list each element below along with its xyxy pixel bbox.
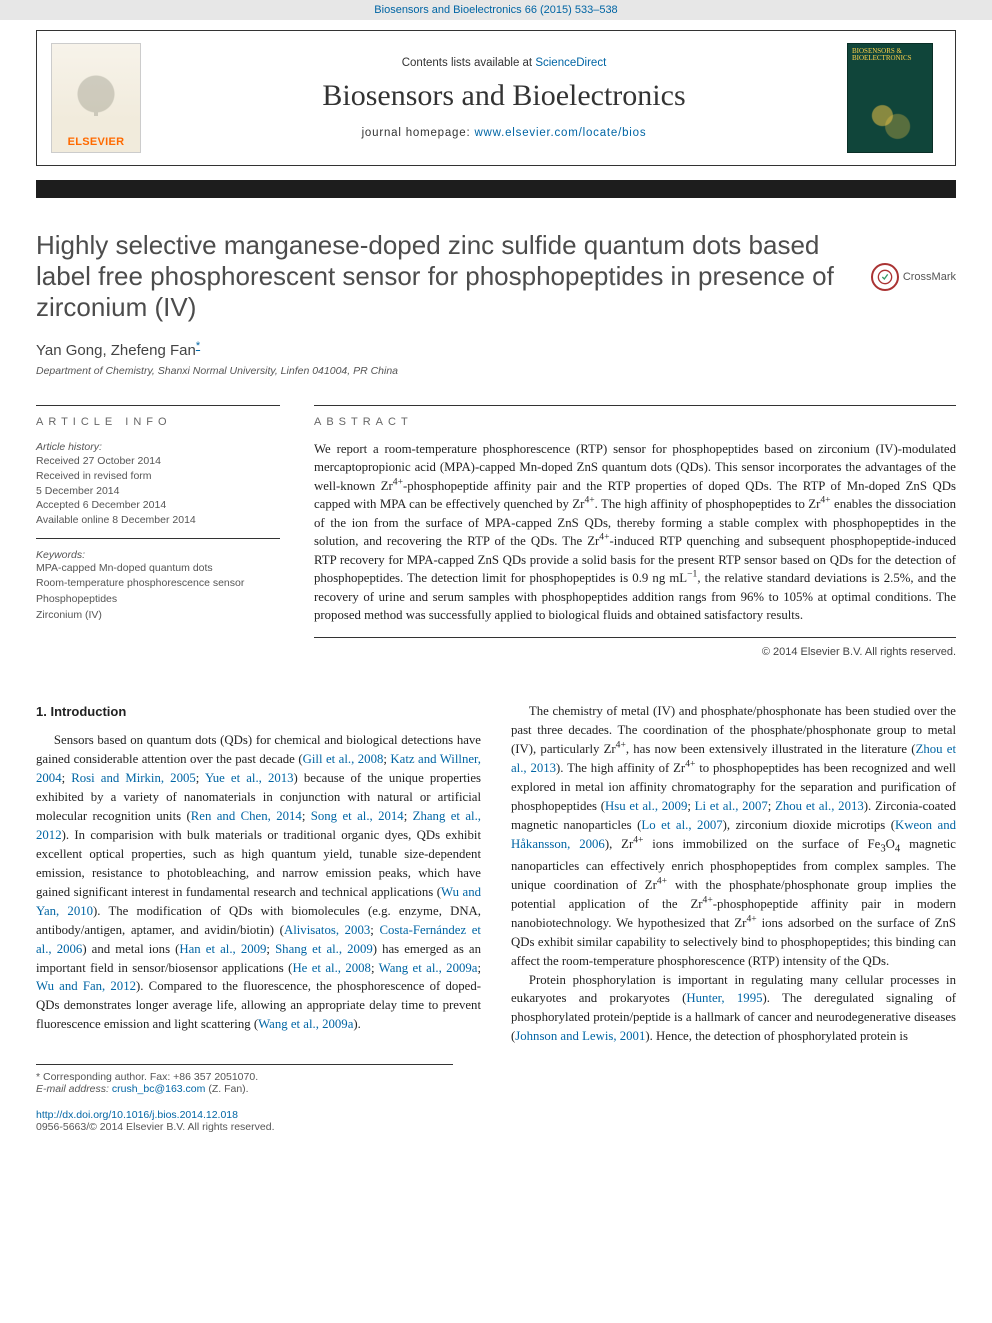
doi-link[interactable]: http://dx.doi.org/10.1016/j.bios.2014.12… <box>36 1109 238 1121</box>
crossmark-badge[interactable]: CrossMark <box>871 230 956 324</box>
citation-link[interactable]: Han et al., 2009 <box>179 942 266 956</box>
citation-link[interactable]: Hsu et al., 2009 <box>605 799 687 813</box>
citation-link[interactable]: He et al., 2008 <box>292 961 371 975</box>
citation-link[interactable]: Hunter, 1995 <box>686 991 762 1005</box>
issn-copyright: 0956-5663/© 2014 Elsevier B.V. All right… <box>36 1121 956 1133</box>
keyword: MPA-capped Mn-doped quantum dots <box>36 561 280 577</box>
body-two-column: 1. Introduction Sensors based on quantum… <box>36 702 956 1046</box>
article-info-column: ARTICLE INFO Article history: Received 2… <box>36 405 280 658</box>
meta-abstract-row: ARTICLE INFO Article history: Received 2… <box>36 405 956 658</box>
elsevier-wordmark: ELSEVIER <box>68 136 125 148</box>
history-line: 5 December 2014 <box>36 484 280 499</box>
journal-homepage-link[interactable]: www.elsevier.com/locate/bios <box>474 127 646 139</box>
citation-link[interactable]: Wang et al., 2009a <box>379 961 478 975</box>
journal-cover-thumbnail: BIOSENSORS & BIOELECTRONICS <box>847 43 933 153</box>
contents-lists-line: Contents lists available at ScienceDirec… <box>173 57 835 69</box>
history-label: Article history: <box>36 440 280 455</box>
citation-link[interactable]: Rosi and Mirkin, 2005 <box>71 771 196 785</box>
citation-link[interactable]: Alivisatos, 2003 <box>284 923 370 937</box>
keyword: Phosphopeptides <box>36 592 280 608</box>
masthead-center: Contents lists available at ScienceDirec… <box>173 57 835 139</box>
abstract-body: We report a room-temperature phosphoresc… <box>314 442 956 623</box>
journal-name: Biosensors and Bioelectronics <box>173 79 835 113</box>
body-paragraph: Protein phosphorylation is important in … <box>511 971 956 1047</box>
email-link[interactable]: crush_bc@163.com <box>112 1083 206 1095</box>
crossmark-icon <box>871 263 899 291</box>
citation-link[interactable]: Johnson and Lewis, 2001 <box>515 1029 645 1043</box>
article-info-heading: ARTICLE INFO <box>36 405 280 428</box>
cover-title: BIOSENSORS & BIOELECTRONICS <box>852 48 928 62</box>
section-heading-introduction: 1. Introduction <box>36 702 481 721</box>
abstract-copyright: © 2014 Elsevier B.V. All rights reserved… <box>314 646 956 658</box>
keywords-list: MPA-capped Mn-doped quantum dots Room-te… <box>36 561 280 624</box>
masthead-bottom-rule <box>36 180 956 198</box>
history-line: Accepted 6 December 2014 <box>36 498 280 513</box>
email-attribution: (Z. Fan). <box>205 1083 248 1095</box>
email-footnote: E-mail address: crush_bc@163.com (Z. Fan… <box>36 1083 453 1095</box>
crossmark-label: CrossMark <box>903 271 956 283</box>
elsevier-logo: ELSEVIER <box>51 43 141 153</box>
history-line: Received in revised form <box>36 469 280 484</box>
history-line: Received 27 October 2014 <box>36 454 280 469</box>
contents-prefix: Contents lists available at <box>402 57 536 69</box>
citation-link[interactable]: Yue et al., 2013 <box>205 771 294 785</box>
elsevier-tree-icon <box>66 70 126 130</box>
journal-reference[interactable]: Biosensors and Bioelectronics 66 (2015) … <box>374 4 617 16</box>
keyword: Room-temperature phosphorescence sensor <box>36 576 280 592</box>
citation-link[interactable]: Wu and Fan, 2012 <box>36 979 136 993</box>
citation-link[interactable]: Wang et al., 2009a <box>258 1017 353 1031</box>
authors: Yan Gong, Zhefeng Fan <box>36 342 196 359</box>
title-block: Highly selective manganese-doped zinc su… <box>36 230 956 324</box>
citation-link[interactable]: Song et al., 2014 <box>311 809 404 823</box>
journal-homepage-line: journal homepage: www.elsevier.com/locat… <box>173 127 835 139</box>
citation-link[interactable]: Lo et al., 2007 <box>641 818 722 832</box>
keyword: Zirconium (IV) <box>36 608 280 624</box>
footnotes: * Corresponding author. Fax: +86 357 205… <box>36 1064 453 1095</box>
article-title: Highly selective manganese-doped zinc su… <box>36 230 857 324</box>
email-label: E-mail address: <box>36 1083 112 1095</box>
citation-link[interactable]: Zhou et al., 2013 <box>775 799 864 813</box>
abstract-text: We report a room-temperature phosphoresc… <box>314 440 956 638</box>
doi-block: http://dx.doi.org/10.1016/j.bios.2014.12… <box>36 1109 956 1133</box>
citation-link[interactable]: Ren and Chen, 2014 <box>191 809 302 823</box>
homepage-prefix: journal homepage: <box>362 127 475 139</box>
history-line: Available online 8 December 2014 <box>36 513 280 528</box>
citation-link[interactable]: Gill et al., 2008 <box>303 752 384 766</box>
journal-reference-bar: Biosensors and Bioelectronics 66 (2015) … <box>0 0 992 20</box>
cover-art-icon <box>852 94 928 148</box>
sciencedirect-link[interactable]: ScienceDirect <box>535 57 606 69</box>
body-paragraph: Sensors based on quantum dots (QDs) for … <box>36 731 481 1034</box>
citation-link[interactable]: Shang et al., 2009 <box>275 942 373 956</box>
keywords-label: Keywords: <box>36 549 280 561</box>
citation-link[interactable]: Li et al., 2007 <box>695 799 768 813</box>
abstract-column: ABSTRACT We report a room-temperature ph… <box>314 405 956 658</box>
affiliation: Department of Chemistry, Shanxi Normal U… <box>36 365 956 377</box>
authors-line: Yan Gong, Zhefeng Fan* <box>36 340 956 359</box>
masthead: ELSEVIER Contents lists available at Sci… <box>36 30 956 166</box>
corresponding-author-link[interactable]: * <box>196 340 200 352</box>
corresponding-author-footnote: * Corresponding author. Fax: +86 357 205… <box>36 1071 453 1083</box>
abstract-heading: ABSTRACT <box>314 405 956 428</box>
body-paragraph: The chemistry of metal (IV) and phosphat… <box>511 702 956 971</box>
article-history: Article history: Received 27 October 201… <box>36 440 280 539</box>
